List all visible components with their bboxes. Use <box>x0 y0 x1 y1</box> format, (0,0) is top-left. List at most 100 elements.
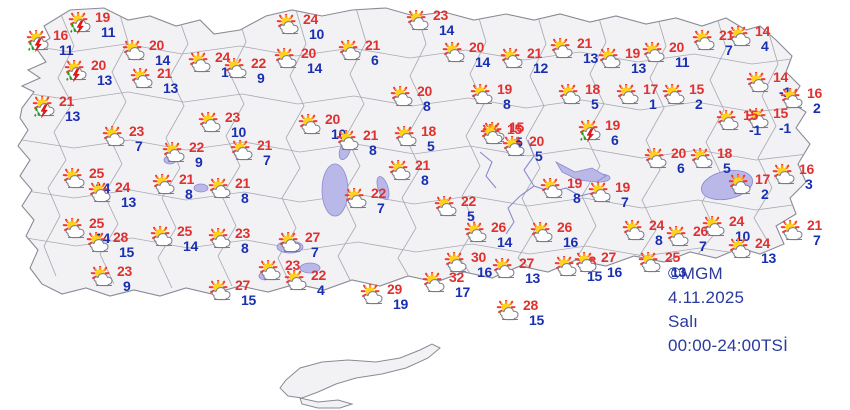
partly-cloudy-icon <box>500 48 523 69</box>
max-temperature: 15 <box>507 121 522 137</box>
temperature-pair: 19 7 <box>615 180 649 209</box>
map-footer: ©MGM 4.11.2025 Salı 00:00-24:00TSİ <box>668 262 788 359</box>
min-temperature: 8 <box>241 190 249 206</box>
min-temperature: 17 <box>455 284 470 300</box>
temperature-pair: 21 12 <box>527 46 561 75</box>
temperature-pair: 21 13 <box>157 66 191 95</box>
partly-cloudy-icon <box>550 38 573 59</box>
min-temperature: 13 <box>583 50 598 66</box>
temperature-pair: 22 9 <box>251 56 285 85</box>
partly-cloudy-icon <box>728 26 751 47</box>
temperature-pair: 19 6 <box>605 118 639 147</box>
min-temperature: 13 <box>671 264 686 280</box>
temperature-pair: 21 8 <box>235 176 269 205</box>
temperature-pair: 20 11 <box>669 40 703 69</box>
min-temperature: 7 <box>377 200 385 216</box>
max-temperature: 20 <box>301 45 316 61</box>
min-temperature: 7 <box>135 138 143 154</box>
min-temperature: 8 <box>421 172 429 188</box>
min-temperature: 14 <box>307 60 322 76</box>
partly-cloudy-icon <box>492 258 515 279</box>
max-temperature: 21 <box>363 127 378 143</box>
temperature-pair: 32 17 <box>449 270 483 299</box>
footer-date: 4.11.2025 <box>668 288 745 308</box>
max-temperature: 21 <box>415 157 430 173</box>
temperature-pair: 20 14 <box>149 38 183 67</box>
temperature-pair: 16 2 <box>807 86 841 115</box>
min-temperature: 4 <box>317 282 325 298</box>
min-temperature: 14 <box>475 54 490 70</box>
max-temperature: 21 <box>235 175 250 191</box>
temperature-pair: 20 6 <box>671 146 705 175</box>
max-temperature: 20 <box>669 39 684 55</box>
min-temperature: 13 <box>163 80 178 96</box>
temperature-pair: 23 9 <box>117 264 151 293</box>
temperature-pair: 23 14 <box>433 8 467 37</box>
min-temperature: 14 <box>155 52 170 68</box>
min-temperature: 15 <box>119 244 134 260</box>
partly-cloudy-icon <box>406 10 429 31</box>
max-temperature: 17 <box>643 81 658 97</box>
min-temperature: 9 <box>195 154 203 170</box>
max-temperature: 24 <box>649 217 664 233</box>
min-temperature: 13 <box>525 270 540 286</box>
max-temperature: 21 <box>59 93 74 109</box>
partly-cloudy-icon <box>644 148 667 169</box>
partly-cloudy-icon <box>162 142 185 163</box>
land-mass <box>17 7 811 297</box>
temperature-pair: 24 10 <box>303 12 337 41</box>
partly-cloudy-icon <box>298 114 321 135</box>
max-temperature: 20 <box>529 133 544 149</box>
min-temperature: 7 <box>813 232 821 248</box>
partly-cloudy-icon <box>90 266 113 287</box>
max-temperature: 15 <box>773 105 788 121</box>
min-temperature: 9 <box>123 278 131 294</box>
min-temperature: 14 <box>439 22 454 38</box>
min-temperature: 13 <box>121 194 136 210</box>
footer-copyright: ©MGM <box>668 264 723 283</box>
thunderstorm-icon <box>64 60 87 82</box>
temperature-pair: 23 10 <box>225 110 259 139</box>
max-temperature: 28 <box>523 297 538 313</box>
temperature-pair: 24 13 <box>755 236 789 265</box>
min-temperature: 2 <box>761 186 769 202</box>
min-temperature: 15 <box>529 312 544 328</box>
max-temperature: 21 <box>577 35 592 51</box>
min-temperature: 8 <box>241 240 249 256</box>
min-temperature: 16 <box>477 264 492 280</box>
partly-cloudy-icon <box>208 228 231 249</box>
temperature-pair: 18 5 <box>585 82 619 111</box>
temperature-pair: 15 -1 <box>743 108 777 137</box>
partly-cloudy-icon <box>390 86 413 107</box>
temperature-pair: 15 2 <box>689 82 723 111</box>
partly-cloudy-icon <box>102 126 125 147</box>
min-temperature: 2 <box>813 100 821 116</box>
partly-cloudy-icon <box>464 222 487 243</box>
min-temperature: 4 <box>761 38 769 54</box>
min-temperature: 16 <box>607 264 622 280</box>
min-temperature: 6 <box>371 52 379 68</box>
partly-cloudy-icon <box>780 220 803 241</box>
max-temperature: 28 <box>113 229 128 245</box>
partly-cloudy-icon <box>360 284 383 305</box>
partly-cloudy-icon <box>208 178 231 199</box>
min-temperature: 15 <box>241 292 256 308</box>
temperature-pair: 24 8 <box>649 218 683 247</box>
temperature-pair: 20 5 <box>529 134 563 163</box>
max-temperature: 16 <box>807 85 822 101</box>
temperature-pair: 20 13 <box>91 58 125 87</box>
max-temperature: 25 <box>89 165 104 181</box>
max-temperature: 17 <box>755 171 770 187</box>
partly-cloudy-icon <box>558 84 581 105</box>
min-temperature: 10 <box>231 124 246 140</box>
max-temperature: 24 <box>215 49 230 65</box>
max-temperature: 14 <box>755 23 770 39</box>
min-temperature: 8 <box>573 190 581 206</box>
partly-cloudy-icon <box>336 130 359 151</box>
max-temperature: 22 <box>371 185 386 201</box>
partly-cloudy-icon <box>638 252 661 273</box>
temperature-pair: 16 11 <box>53 28 87 57</box>
